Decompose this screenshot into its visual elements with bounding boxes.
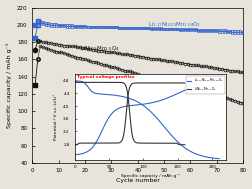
Text: Li$_{1.17}$Ni$_{0.25}$Mn$_{1.08}$O$_3$: Li$_{1.17}$Ni$_{0.25}$Mn$_{1.08}$O$_3$ (148, 21, 201, 29)
X-axis label: Cycle number: Cycle number (116, 178, 160, 184)
Text: LiNi$_{0.5}$Mn$_{1.5}$O$_4$: LiNi$_{0.5}$Mn$_{1.5}$O$_4$ (80, 44, 120, 53)
Y-axis label: Specific capacity / mAh g⁻¹: Specific capacity / mAh g⁻¹ (6, 43, 12, 128)
